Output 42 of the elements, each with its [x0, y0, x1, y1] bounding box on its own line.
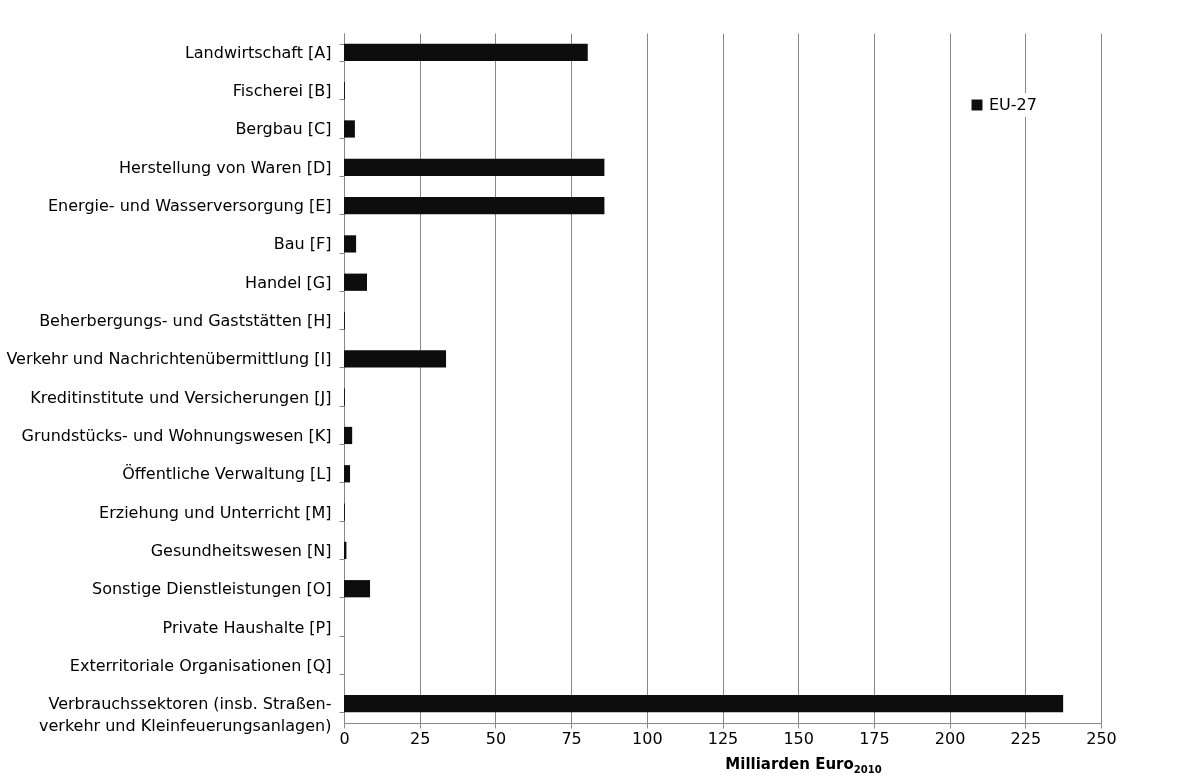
x-tick-label: 225 [1010, 728, 1042, 748]
y-tick-label: Grundstücks- und Wohnungswesen [K] [21, 425, 332, 445]
bar [344, 196, 605, 215]
bar [344, 120, 355, 138]
y-tick-label: Landwirtschaft [A] [184, 42, 332, 62]
y-tick-label: Sonstige Dienstleistungen [O] [91, 579, 332, 599]
y-tick-label: Öffentliche Verwaltung [L] [122, 464, 332, 484]
y-tick-label: Handel [G] [245, 272, 332, 292]
bar [344, 426, 353, 445]
bar [344, 350, 447, 368]
y-tick-label: Kreditinstitute und Versicherungen [J] [30, 387, 332, 407]
y-tick-label: Verkehr und Nachrichtenübermittlung [I] [6, 349, 332, 369]
x-tick-label: 150 [783, 728, 814, 748]
bar [344, 580, 371, 598]
x-tick-label: 0 [339, 728, 350, 748]
bar [344, 465, 351, 483]
legend-label: EU-27 [989, 95, 1037, 114]
y-tick-label: Herstellung von Waren [D] [118, 157, 332, 177]
x-tick-label: 25 [410, 728, 431, 748]
bar [344, 158, 605, 176]
x-tick-label: 125 [707, 728, 739, 748]
bar [344, 695, 1064, 713]
y-tick-label: Private Haushalte [P] [162, 617, 332, 637]
y-tick-label: Gesundheitswesen [N] [150, 540, 332, 560]
x-axis-title: Milliarden Euro$_{2010}$ [724, 755, 883, 775]
y-tick-label: Verbrauchssektoren (insb. Straßen- verkehr und Kleinfeuerungsanlagen) [38, 694, 332, 736]
y-tick-label: Energie- und Wasserversorgung [E] [48, 196, 332, 216]
y-tick-label: Bau [F] [273, 234, 332, 254]
x-tick-label: 200 [934, 728, 966, 748]
x-tick-label: 75 [561, 728, 582, 748]
x-tick-label: 50 [485, 728, 507, 748]
y-tick-label: Beherbergungs- und Gaststätten [H] [39, 311, 332, 331]
y-tick-label: Fischerei [B] [232, 81, 332, 101]
y-tick-label: Bergbau [C] [235, 119, 332, 139]
y-tick-label: Erziehung und Unterricht [M] [99, 502, 332, 522]
x-tick-label: 250 [1086, 728, 1117, 748]
x-tick-label: 100 [632, 728, 663, 748]
y-tick-label: Exterritoriale Organisationen [Q] [69, 655, 332, 675]
bar [344, 235, 357, 253]
bar [344, 43, 588, 61]
bar [344, 273, 368, 291]
x-tick-label: 175 [859, 728, 890, 748]
